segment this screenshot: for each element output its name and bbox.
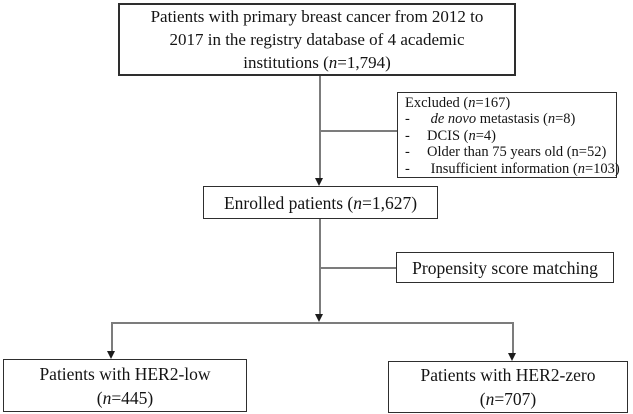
box-text-line: institutions (n=1,794): [243, 53, 391, 72]
excluded-item-text: Insufficient information (n=103): [427, 160, 620, 177]
dash-bullet: -: [405, 160, 410, 177]
box-text-line: (n=707): [479, 389, 537, 409]
connector-split-bar: [112, 322, 514, 324]
her2-low-group-box: Patients with HER2-low (n=445): [3, 359, 247, 412]
box-text-line: Propensity score matching: [412, 257, 598, 278]
connector-split-to-her2-zero: [512, 322, 514, 354]
box-text-line: Patients with HER2-zero: [420, 365, 596, 385]
dash-bullet: -: [405, 127, 410, 144]
arrowhead-into-split-bar: [315, 314, 323, 322]
arrowhead-into-enrolled: [315, 178, 323, 186]
excluded-item: - Older than 75 years old (n=52): [405, 144, 613, 160]
box-text-line: 2017 in the registry database of 4 acade…: [169, 30, 465, 49]
connector-branch-excluded: [320, 130, 397, 132]
arrowhead-into-her2-low: [107, 351, 115, 359]
excluded-item: - de novo metastasis (n=8): [405, 111, 613, 127]
excluded-item-text: de novo metastasis (n=8): [430, 111, 576, 128]
box-text-line: Patients with HER2-low: [39, 363, 211, 384]
propensity-matching-box: Propensity score matching: [396, 252, 614, 283]
connector-source-to-enrolled: [319, 76, 321, 178]
enrolled-patients-box: Enrolled patients (n=1,627): [203, 186, 438, 219]
excluded-item: - Insufficient information (n=103): [405, 160, 620, 177]
source-population-box: Patients with primary breast cancer from…: [118, 3, 516, 76]
arrowhead-into-her2-zero: [508, 353, 516, 361]
excluded-item-text: DCIS (n=4): [427, 127, 497, 144]
excluded-title: Excluded (n=167): [405, 95, 511, 111]
dash-bullet: -: [405, 144, 410, 161]
connector-split-to-her2-low: [111, 322, 113, 352]
excluded-box: Excluded (n=167) - de novo metastasis (n…: [397, 92, 620, 178]
dash-bullet: -: [405, 111, 410, 128]
box-text-line: (n=445): [96, 387, 154, 408]
box-text-line: Enrolled patients (n=1,627): [223, 192, 418, 213]
connector-enrolled-to-split: [319, 219, 321, 315]
her2-zero-group-box: Patients with HER2-zero (n=707): [388, 361, 628, 413]
excluded-item-text: Older than 75 years old (n=52): [427, 144, 607, 161]
connector-branch-matching: [320, 267, 396, 269]
box-text-line: Patients with primary breast cancer from…: [150, 7, 484, 26]
excluded-item: - DCIS (n=4): [405, 128, 613, 144]
